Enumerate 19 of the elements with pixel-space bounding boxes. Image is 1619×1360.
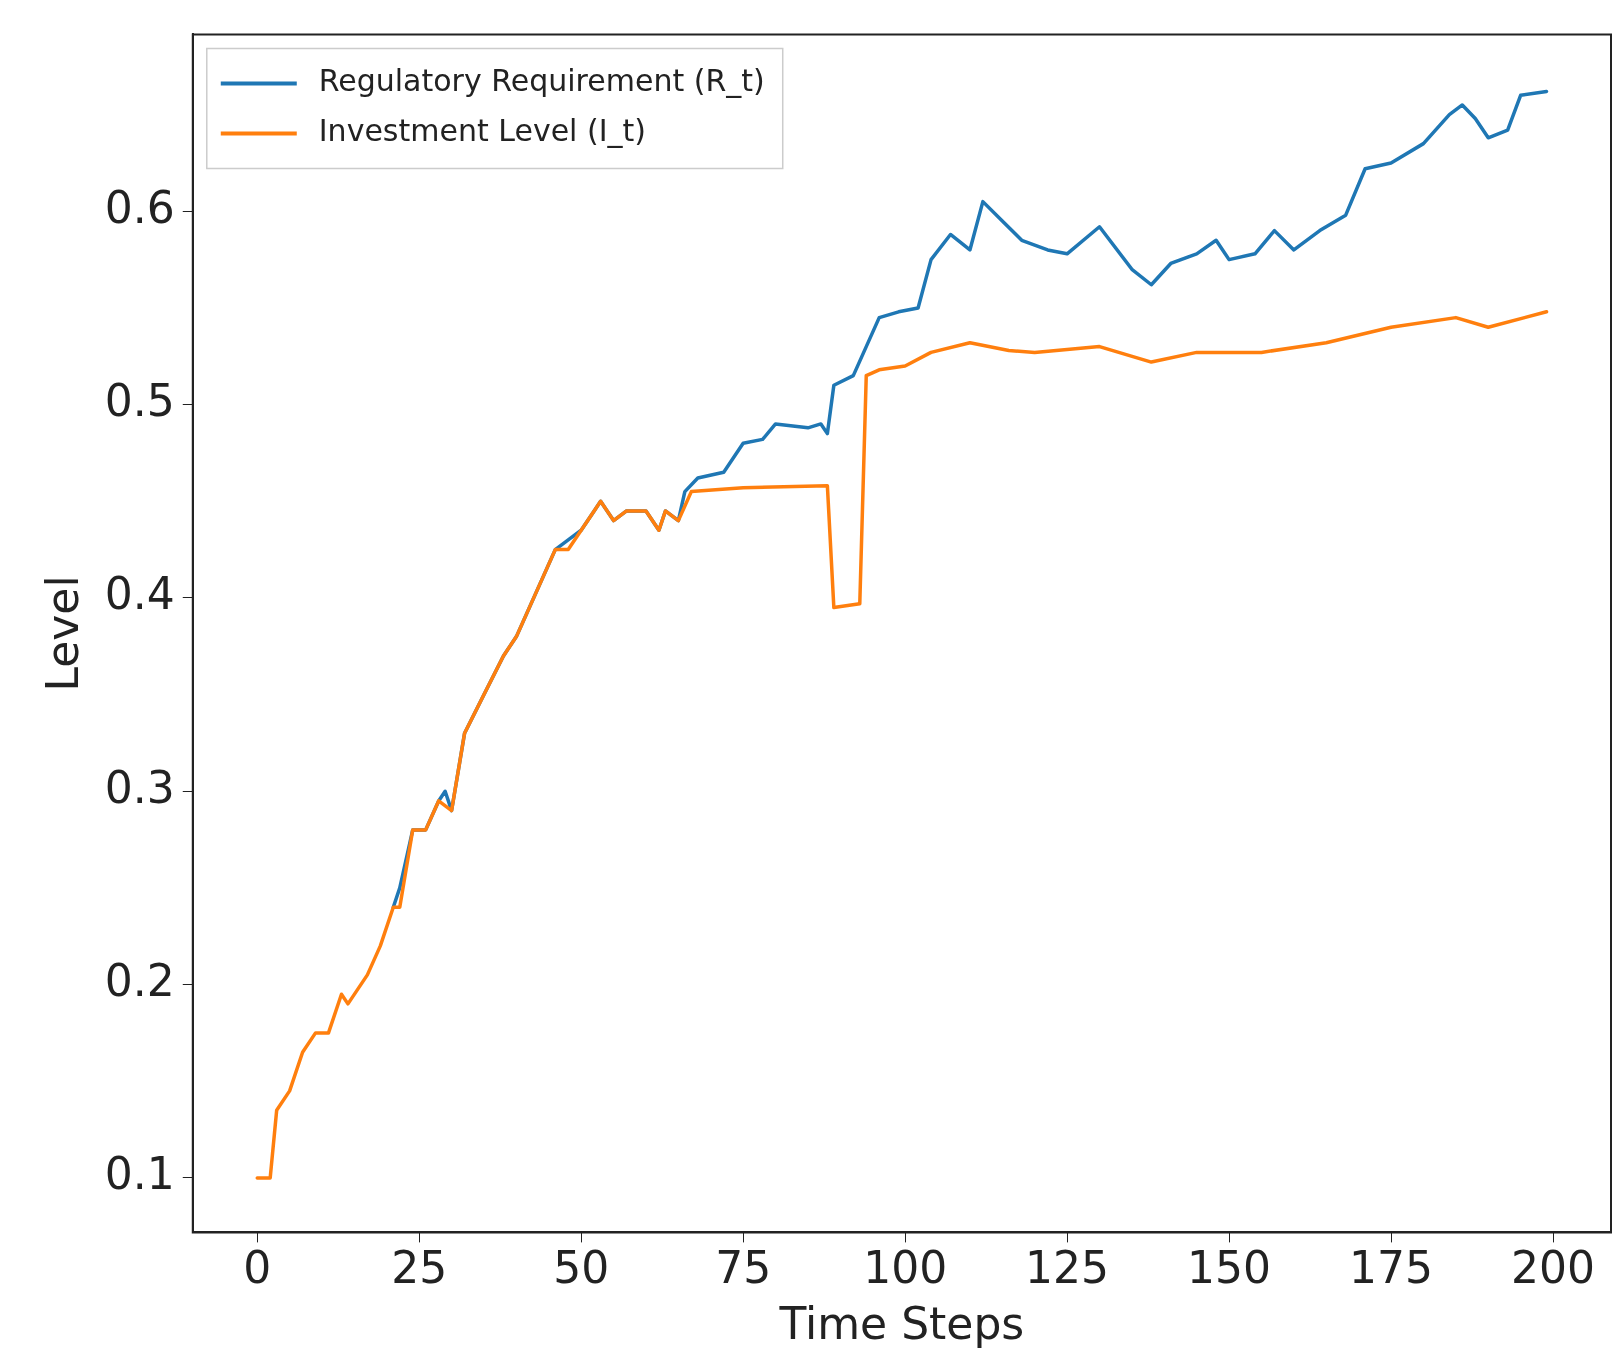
legend-label: Regulatory Requirement (R_t) [318,63,765,99]
y-tick-label: 0.2 [104,955,175,1006]
x-tick-label: 100 [863,1242,948,1294]
x-tick-label: 25 [391,1242,448,1294]
legend-label: Investment Level (I_t) [318,113,646,149]
x-tick-label: 50 [553,1242,610,1294]
y-tick-label: 0.1 [104,1148,175,1200]
x-tick-label: 125 [1025,1242,1110,1294]
y-axis-title: Level [36,575,88,692]
x-tick-label: 175 [1349,1242,1434,1294]
y-tick-label: 0.4 [104,568,175,620]
x-tick-label: 0 [243,1242,272,1294]
x-tick-label: 200 [1511,1242,1596,1294]
x-tick-label: 75 [715,1242,772,1294]
y-tick-label: 0.5 [104,375,175,427]
x-axis-title: Time Steps [778,1298,1025,1350]
x-tick-label: 150 [1187,1242,1272,1294]
y-tick-label: 0.3 [104,761,175,813]
y-tick-label: 0.6 [104,181,175,233]
